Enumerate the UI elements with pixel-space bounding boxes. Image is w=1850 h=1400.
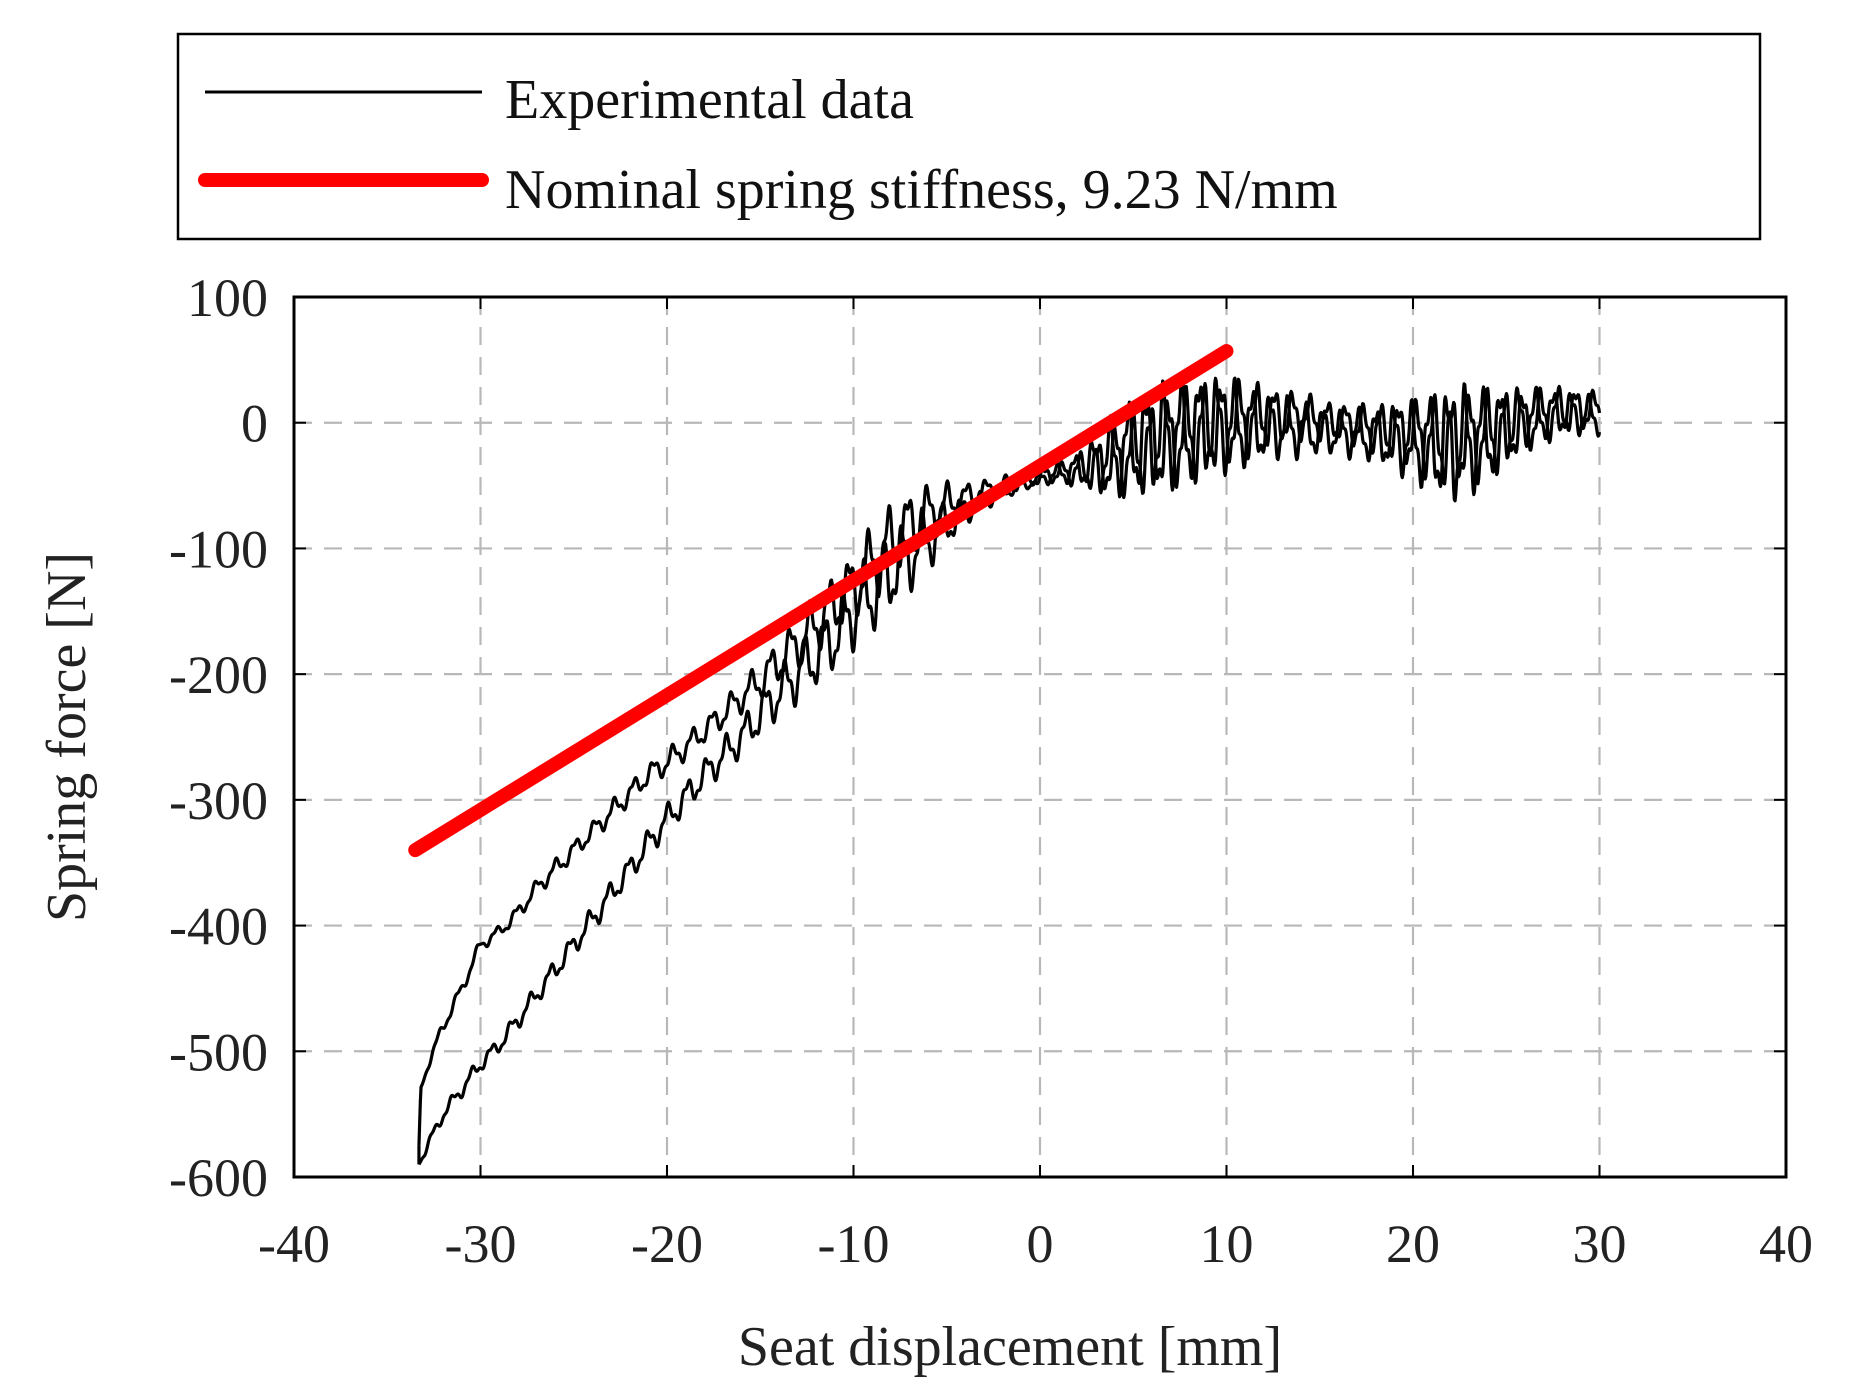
legend-frame (176, 32, 1762, 241)
y-tick-label: -500 (169, 1022, 268, 1082)
y-tick-label: 0 (241, 394, 268, 454)
x-tick-label: -10 (818, 1214, 890, 1274)
nominal-stiffness-line (408, 344, 1234, 858)
series-nominal (408, 344, 1234, 858)
x-tick-labels: -40 -30 -20 -10 0 10 20 30 40 (258, 1214, 1813, 1274)
x-tick-label: 10 (1200, 1214, 1254, 1274)
legend-label-nominal: Nominal spring stiffness, 9.23 N/mm (505, 159, 1338, 221)
y-axis-title: Spring force [N] (36, 552, 98, 922)
x-tick-label: -20 (631, 1214, 703, 1274)
x-tick-label: 30 (1573, 1214, 1627, 1274)
y-tick-label: -300 (169, 771, 268, 831)
x-tick-label: 40 (1759, 1214, 1813, 1274)
y-tick-label: -400 (169, 897, 268, 957)
x-tick-label: -40 (258, 1214, 330, 1274)
y-tick-label: -600 (169, 1148, 268, 1208)
y-tick-label: -100 (169, 519, 268, 579)
y-tick-labels: 100 0 -100 -200 -300 -400 -500 -600 (169, 268, 268, 1208)
legend: Experimental data Nominal spring stiffne… (176, 32, 1762, 241)
legend-label-experimental: Experimental data (505, 69, 914, 131)
x-tick-label: -30 (445, 1214, 517, 1274)
experimental-branch (417, 372, 1602, 1166)
x-tick-label: 0 (1027, 1214, 1054, 1274)
x-tick-label: 20 (1386, 1214, 1440, 1274)
x-axis-title: Seat displacement [mm] (738, 1316, 1282, 1378)
grid (294, 297, 1786, 1177)
plot-area (292, 295, 1788, 1179)
y-tick-label: -200 (169, 645, 268, 705)
y-tick-label: 100 (187, 268, 268, 328)
tick-marks (293, 296, 1787, 1178)
